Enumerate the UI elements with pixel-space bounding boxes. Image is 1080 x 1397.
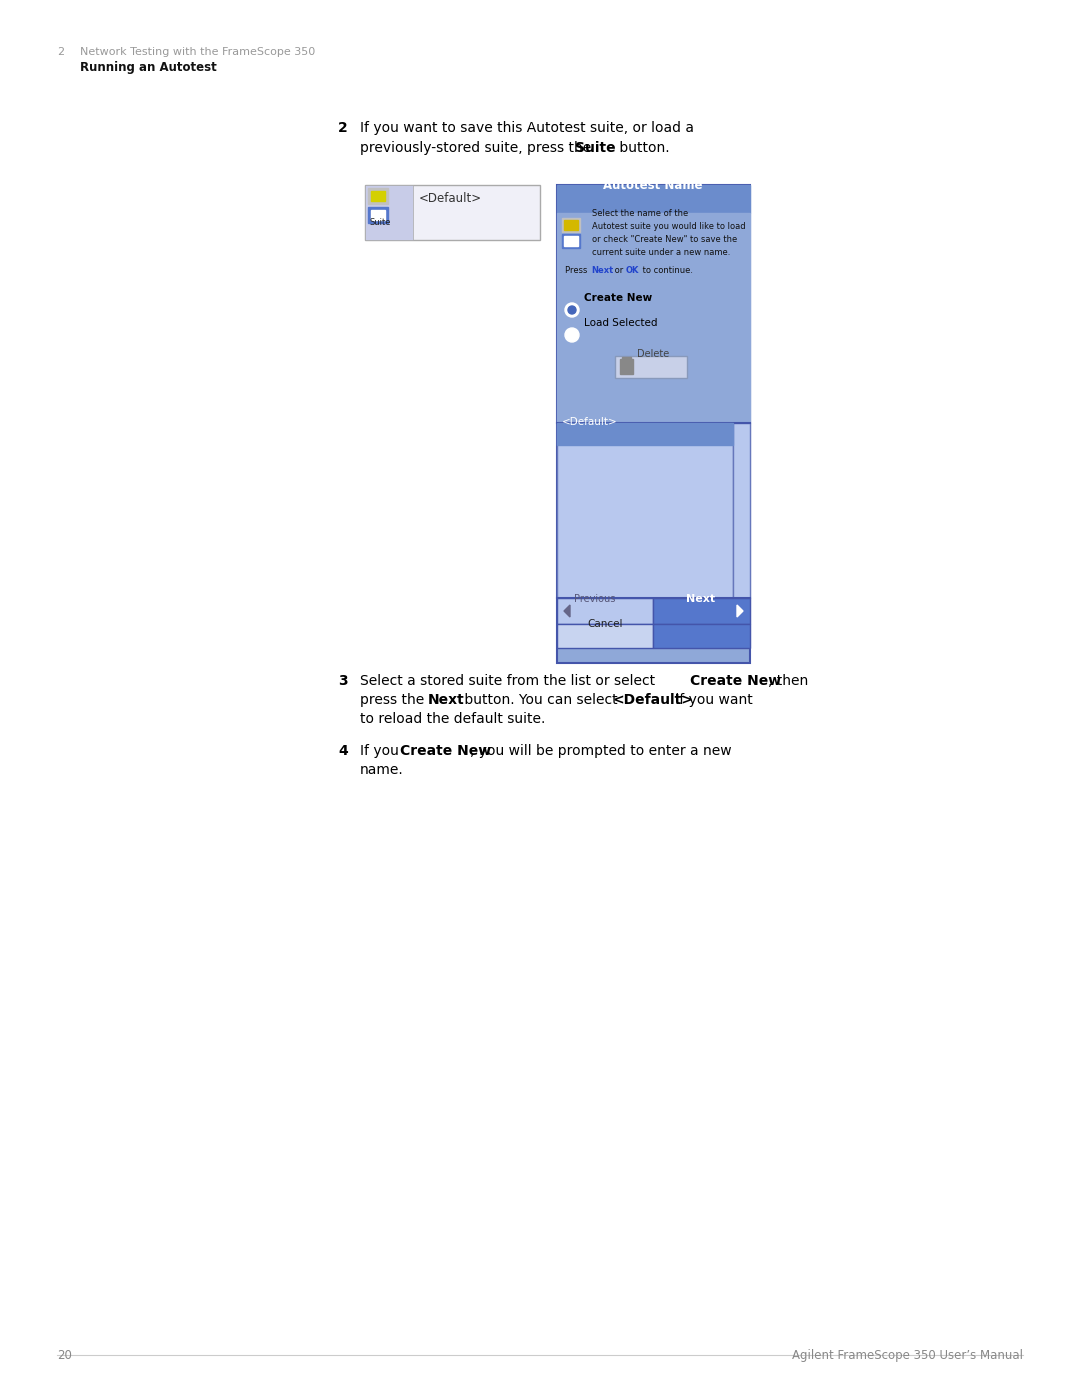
Text: or check "Create New" to save the: or check "Create New" to save the (592, 235, 738, 244)
Bar (564, 236, 578, 246)
Text: button.: button. (615, 141, 670, 155)
Bar (620, 359, 633, 374)
Text: Agilent FrameScope 350 User’s Manual: Agilent FrameScope 350 User’s Manual (792, 1350, 1023, 1362)
Text: 20: 20 (57, 1350, 72, 1362)
Bar (372, 191, 384, 201)
Text: if you want: if you want (671, 693, 753, 707)
Bar (653, 598, 750, 624)
Text: If you want to save this Autotest suite, or load a: If you want to save this Autotest suite,… (360, 122, 694, 136)
Text: , then: , then (768, 673, 808, 687)
Text: <Default>: <Default> (613, 693, 693, 707)
Text: Autotest suite you would like to load: Autotest suite you would like to load (592, 222, 745, 231)
Text: Press: Press (565, 265, 590, 275)
Text: press the: press the (360, 693, 429, 707)
Bar (368, 207, 388, 224)
Circle shape (568, 306, 576, 314)
Bar (653, 624, 750, 648)
Text: current suite under a new name.: current suite under a new name. (592, 249, 730, 257)
Bar (368, 189, 388, 204)
Bar (365, 184, 413, 240)
Bar (733, 423, 750, 598)
Text: button. You can select: button. You can select (460, 693, 622, 707)
Text: Create New: Create New (690, 673, 781, 687)
Text: , you will be prompted to enter a new: , you will be prompted to enter a new (470, 745, 731, 759)
Text: Cancel: Cancel (588, 619, 623, 629)
Bar (562, 235, 580, 249)
Text: to continue.: to continue. (640, 265, 693, 275)
Bar (622, 358, 631, 360)
Bar (557, 212, 750, 423)
Bar (562, 218, 580, 232)
Text: Autotest Name: Autotest Name (604, 179, 703, 191)
Text: Create New: Create New (400, 745, 491, 759)
Text: Next: Next (591, 265, 613, 275)
Text: OK: OK (626, 265, 639, 275)
Circle shape (565, 328, 579, 342)
Bar (365, 184, 540, 240)
Text: to reload the default suite.: to reload the default suite. (360, 712, 545, 726)
Circle shape (565, 303, 579, 317)
Text: Create New: Create New (584, 293, 652, 303)
Text: Select a stored suite from the list or select: Select a stored suite from the list or s… (360, 673, 660, 687)
Polygon shape (737, 605, 743, 617)
Text: previously-stored suite, press the: previously-stored suite, press the (360, 141, 596, 155)
Text: 2: 2 (57, 47, 64, 57)
Text: Suite: Suite (575, 141, 616, 155)
Bar (557, 184, 750, 212)
Text: Select the name of the: Select the name of the (592, 210, 688, 218)
Bar (564, 219, 578, 231)
Bar (557, 184, 750, 664)
Text: 4: 4 (338, 745, 348, 759)
Bar (557, 423, 733, 598)
Text: Running an Autotest: Running an Autotest (80, 61, 217, 74)
Text: Next: Next (428, 693, 464, 707)
Text: Delete: Delete (637, 349, 670, 359)
Text: <Default>: <Default> (562, 416, 618, 427)
Text: Suite: Suite (369, 218, 391, 226)
Text: 3: 3 (338, 673, 348, 687)
Text: Previous: Previous (573, 594, 616, 604)
Text: Load Selected: Load Selected (584, 319, 658, 328)
Text: Next: Next (687, 594, 716, 604)
Bar (557, 598, 653, 624)
Bar (557, 624, 653, 648)
Text: <Default>: <Default> (419, 191, 482, 205)
Bar (372, 210, 384, 219)
Bar (615, 356, 687, 379)
Polygon shape (564, 605, 570, 617)
Text: Network Testing with the FrameScope 350: Network Testing with the FrameScope 350 (80, 47, 315, 57)
Text: or: or (612, 265, 626, 275)
Text: name.: name. (360, 763, 404, 777)
Text: If you: If you (360, 745, 403, 759)
Text: 2: 2 (338, 122, 348, 136)
Bar (557, 423, 733, 446)
